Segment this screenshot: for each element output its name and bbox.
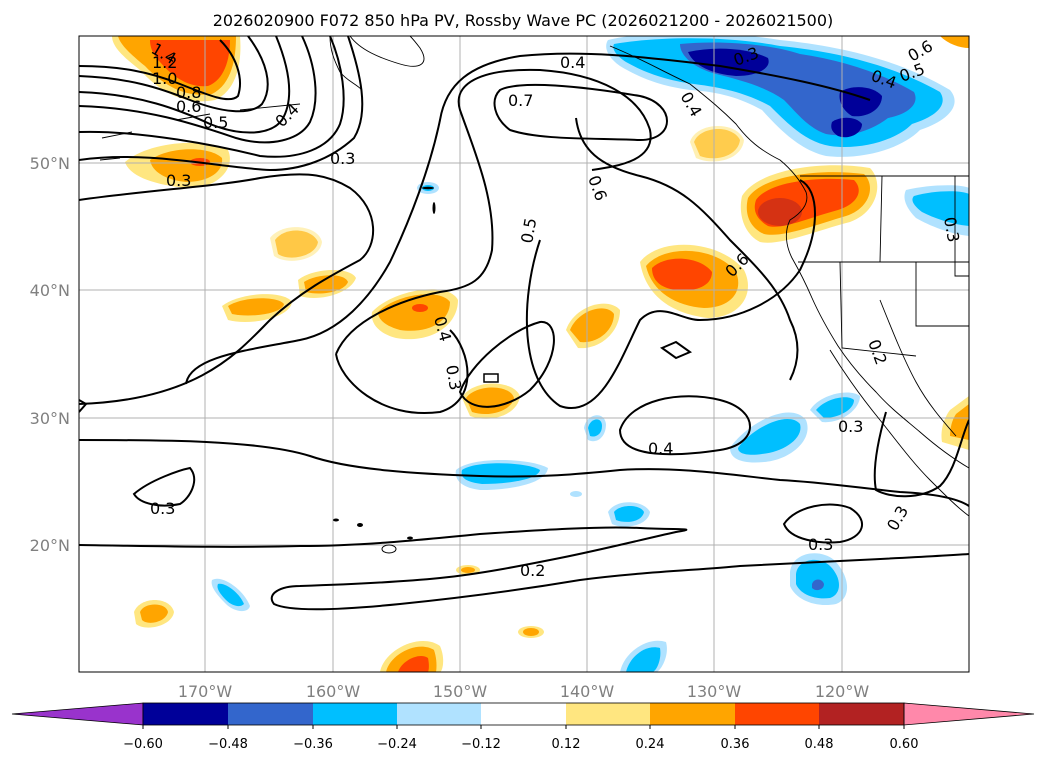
colorbar-segment — [313, 703, 397, 725]
colorbar-tick-label: 0.12 — [552, 737, 581, 752]
contour-label: 0.3 — [166, 171, 191, 190]
islands — [333, 186, 499, 554]
colorbar-segment — [819, 703, 904, 725]
contour-label: 0.4 — [648, 439, 673, 458]
contour-label: 0.3 — [442, 363, 465, 391]
lon-label: 150°W — [433, 682, 488, 701]
contour-label: 0.3 — [940, 215, 963, 243]
gridlines — [79, 36, 969, 672]
pv-contours — [79, 36, 969, 611]
contour-label: 0.3 — [808, 535, 833, 554]
colorbar-segment — [650, 703, 735, 725]
contour-label: 0.6 — [176, 97, 201, 116]
colorbar-tick-label: 0.60 — [890, 737, 919, 752]
contour-label: 0.2 — [520, 561, 545, 580]
colorbar-segment — [735, 703, 819, 725]
contour-label: 0.8 — [176, 83, 201, 102]
figure-title: 2026020900 F072 850 hPa PV, Rossby Wave … — [213, 11, 834, 30]
contour-label: 1.2 — [152, 53, 177, 72]
contour-label: 0.3 — [838, 417, 863, 436]
contour-label: 0.5 — [203, 113, 228, 132]
lat-label: 50°N — [30, 154, 70, 173]
colorbar-tick-label: −0.36 — [293, 737, 333, 752]
contour-label: 0.3 — [330, 149, 355, 168]
contour-label: 1.0 — [152, 69, 177, 88]
colorbar-tick-label: 0.36 — [721, 737, 750, 752]
colorbar-tick-label: 0.24 — [636, 737, 665, 752]
lon-label: 160°W — [306, 682, 361, 701]
colorbar-segment — [566, 703, 650, 725]
colorbar-tick-label: −0.48 — [208, 737, 248, 752]
pv-anomaly-shading — [112, 36, 969, 672]
contour-label: 0.7 — [508, 91, 533, 110]
lon-label: 170°W — [178, 682, 233, 701]
lat-label: 30°N — [30, 409, 70, 428]
contour-label: 0.5 — [517, 216, 540, 244]
colorbar-segment — [143, 703, 228, 725]
lon-label: 130°W — [687, 682, 742, 701]
colorbar-segment — [397, 703, 481, 725]
colorbar-tick-label: −0.60 — [123, 737, 163, 752]
longitude-labels: 170°W 160°W 150°W 140°W 130°W 120°W — [178, 682, 870, 701]
colorbar: −0.60 −0.48 −0.36 −0.24 −0.12 0.12 0.24 … — [11, 702, 1035, 752]
map-frame — [78, 35, 970, 673]
map-area: 1.4 1.2 1.0 0.8 0.6 0.5 0.4 0.3 0.4 0.7 … — [79, 36, 969, 672]
colorbar-segment — [228, 703, 313, 725]
colorbar-extend-max — [903, 702, 1035, 726]
contour-label: 0.3 — [150, 499, 175, 518]
lon-label: 140°W — [560, 682, 615, 701]
colorbar-segment — [481, 703, 566, 725]
colorbar-tick-label: −0.24 — [377, 737, 417, 752]
contour-label: 0.4 — [560, 53, 585, 72]
lat-label: 40°N — [30, 281, 70, 300]
lat-label: 20°N — [30, 536, 70, 555]
latitude-labels: 50°N 40°N 30°N 20°N — [30, 154, 70, 555]
colorbar-tick-label: 0.48 — [805, 737, 834, 752]
lon-label: 120°W — [815, 682, 870, 701]
colorbar-extend-min — [11, 702, 144, 726]
colorbar-tick-label: −0.12 — [461, 737, 501, 752]
